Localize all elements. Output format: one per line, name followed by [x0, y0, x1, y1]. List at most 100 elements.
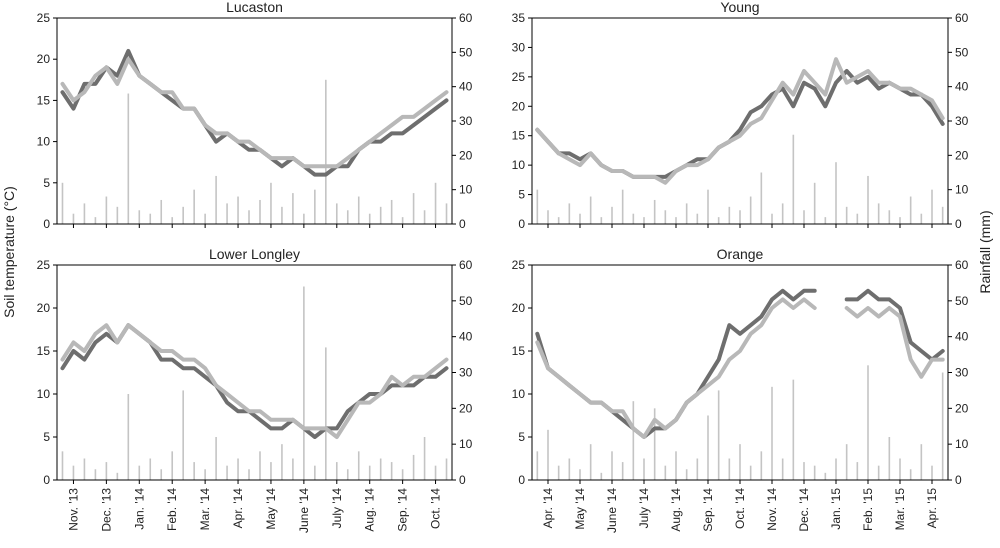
rain-bar	[749, 465, 752, 480]
x-tick-label: Apr. '14	[231, 488, 245, 529]
y2-tick-label: 20	[459, 401, 473, 415]
rain-bar	[877, 465, 880, 480]
x-tick-label: May '14	[573, 488, 587, 530]
temperature-line	[60, 49, 449, 177]
x-tick-label: Jan. '15	[829, 488, 843, 530]
x-tick-label: Sep. '14	[701, 488, 715, 532]
rain-bar	[824, 217, 827, 224]
panel-title: Young	[720, 0, 759, 15]
rain-bar	[856, 213, 859, 224]
rain-bar	[83, 203, 86, 224]
x-tick-label: June '14	[297, 488, 311, 533]
y2-axis-label: Rainfall (mm)	[977, 210, 993, 293]
plot-frame	[56, 264, 453, 481]
x-tick-label: Oct. '14	[733, 488, 747, 529]
y2-tick-label: 0	[459, 473, 466, 487]
rain-bar	[346, 469, 349, 480]
y-tick-label: 10	[512, 387, 526, 401]
rain-bar	[72, 213, 75, 224]
rain-bar	[888, 437, 891, 480]
x-tick-label: July '14	[637, 488, 651, 529]
rain-bar	[824, 472, 827, 480]
rain-bar	[335, 462, 338, 480]
rain-bar	[138, 465, 141, 480]
x-tick-label: May '14	[264, 488, 278, 530]
rain-bar	[116, 472, 119, 480]
rain-bar	[653, 199, 656, 224]
x-tick-label: July '14	[330, 488, 344, 529]
rain-bar	[771, 386, 773, 480]
rain-bar	[781, 203, 784, 224]
rain-bar	[685, 203, 688, 224]
rain-bar	[781, 458, 784, 480]
rain-bar	[579, 469, 581, 480]
rain-bar	[346, 210, 349, 224]
rain-bar	[303, 213, 305, 224]
x-tick-label: Apr. '15	[925, 488, 939, 529]
y-tick-label: 15	[512, 344, 526, 358]
y-tick-label: 10	[37, 387, 51, 401]
rain-bar	[909, 469, 912, 480]
rain-bar	[379, 458, 382, 480]
rain-bar	[621, 189, 624, 224]
x-tick-label: Apr. '14	[541, 488, 555, 529]
rain-bar	[368, 213, 371, 224]
y2-tick-label: 50	[459, 45, 473, 59]
x-tick-label: Jan. '14	[132, 488, 146, 530]
y2-tick-label: 60	[459, 258, 473, 272]
temperature-line	[535, 297, 945, 439]
rain-bar	[314, 465, 316, 480]
rain-bar	[204, 469, 206, 480]
x-tick-label: Sep. '14	[396, 488, 410, 532]
rain-bar	[557, 217, 560, 224]
y-tick-label: 25	[512, 70, 526, 84]
y-tick-label: 5	[518, 188, 525, 202]
y2-tick-label: 40	[955, 80, 969, 94]
rain-bar	[401, 469, 404, 480]
rain-bar	[803, 210, 805, 224]
rain-bar	[621, 462, 624, 480]
rain-bar	[717, 217, 720, 224]
rain-bar	[739, 444, 741, 480]
rain-bar	[792, 134, 795, 224]
rain-bar	[536, 189, 539, 224]
rain-bar	[835, 162, 837, 224]
y-tick-label: 10	[37, 135, 51, 149]
rain-bar	[579, 213, 581, 224]
rain-bar	[259, 451, 261, 480]
rain-bar	[401, 217, 404, 224]
rain-bar	[611, 451, 613, 480]
rain-bar	[412, 454, 415, 480]
x-tick-label: Nov. '13	[66, 488, 80, 531]
rain-bar	[643, 217, 645, 224]
y2-tick-label: 50	[459, 294, 473, 308]
rain-bar	[434, 465, 437, 480]
rain-bar	[226, 465, 228, 480]
rain-bar	[281, 206, 283, 224]
y-tick-label: 35	[512, 11, 526, 25]
rain-bar	[105, 196, 108, 224]
rain-bar	[664, 210, 667, 224]
rain-bar	[325, 79, 327, 224]
rain-bar	[303, 286, 305, 480]
temperature-line	[60, 57, 449, 169]
rain-bar	[792, 379, 795, 480]
y-tick-label: 20	[37, 52, 51, 66]
x-tick-label: Dec. '13	[99, 488, 113, 532]
y-tick-label: 25	[37, 11, 51, 25]
y-tick-label: 20	[512, 301, 526, 315]
rain-bar	[171, 451, 174, 480]
y-tick-label: 30	[512, 40, 526, 54]
rain-bar	[61, 451, 64, 480]
rain-bar	[867, 365, 869, 480]
rain-bar	[72, 465, 75, 480]
y2-tick-label: 30	[459, 366, 473, 380]
rain-bar	[423, 437, 426, 480]
rain-bar	[357, 196, 360, 224]
rain-bar	[547, 429, 549, 480]
rain-bar	[215, 437, 217, 480]
rain-bar	[813, 182, 816, 224]
rain-bar	[771, 213, 773, 224]
y-tick-label: 5	[43, 430, 50, 444]
x-tick-label: Aug. '14	[669, 488, 683, 532]
